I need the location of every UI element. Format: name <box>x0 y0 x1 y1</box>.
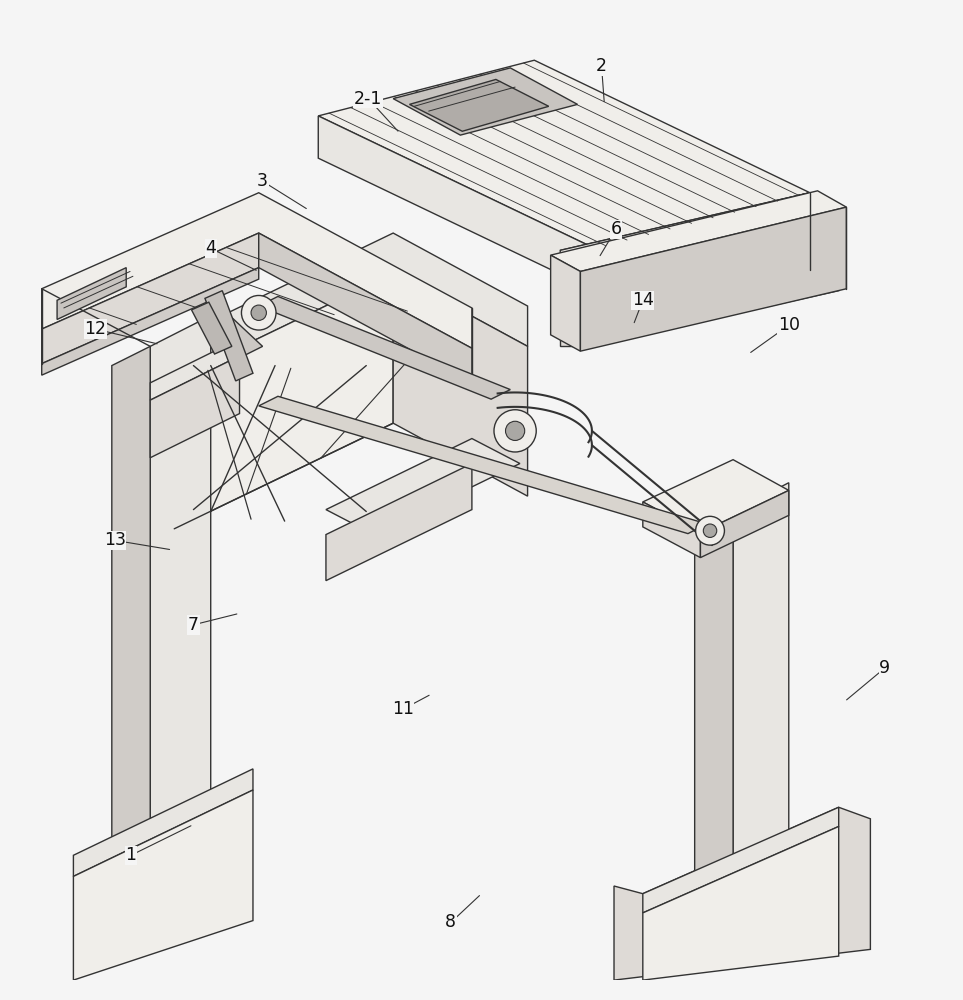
Polygon shape <box>325 464 472 581</box>
Polygon shape <box>643 460 789 533</box>
Polygon shape <box>41 193 472 348</box>
Polygon shape <box>112 346 150 878</box>
Text: 8: 8 <box>445 913 456 931</box>
Polygon shape <box>393 68 578 135</box>
Polygon shape <box>192 302 232 354</box>
Polygon shape <box>325 439 520 535</box>
Polygon shape <box>393 273 528 496</box>
Polygon shape <box>318 60 810 248</box>
Circle shape <box>251 305 267 320</box>
Polygon shape <box>595 193 810 291</box>
Polygon shape <box>318 116 595 291</box>
Polygon shape <box>213 318 263 356</box>
Circle shape <box>506 421 525 440</box>
Polygon shape <box>73 790 253 980</box>
Polygon shape <box>589 212 839 346</box>
Circle shape <box>242 295 276 330</box>
Polygon shape <box>150 316 211 859</box>
Polygon shape <box>733 483 789 886</box>
Text: 12: 12 <box>85 320 107 338</box>
Polygon shape <box>560 193 839 268</box>
Polygon shape <box>551 191 846 271</box>
Text: 11: 11 <box>392 700 414 718</box>
Text: 14: 14 <box>632 291 654 309</box>
Polygon shape <box>560 193 839 283</box>
Polygon shape <box>57 268 126 319</box>
Text: 2: 2 <box>596 57 607 75</box>
Polygon shape <box>259 233 472 383</box>
Polygon shape <box>259 396 707 534</box>
Polygon shape <box>643 807 839 913</box>
Polygon shape <box>41 233 259 364</box>
Polygon shape <box>700 490 789 558</box>
Polygon shape <box>643 502 700 558</box>
Polygon shape <box>205 291 253 381</box>
Polygon shape <box>150 339 240 400</box>
Polygon shape <box>174 233 528 379</box>
Polygon shape <box>614 807 871 980</box>
Polygon shape <box>643 826 839 980</box>
Circle shape <box>703 524 716 537</box>
Circle shape <box>494 410 536 452</box>
Text: 3: 3 <box>257 172 268 190</box>
Text: 7: 7 <box>188 616 199 634</box>
Text: 9: 9 <box>879 659 891 677</box>
Text: 10: 10 <box>778 316 799 334</box>
Polygon shape <box>73 769 253 876</box>
Polygon shape <box>581 207 846 351</box>
Polygon shape <box>694 512 733 905</box>
Polygon shape <box>560 268 589 346</box>
Polygon shape <box>551 255 581 351</box>
Text: 13: 13 <box>104 531 126 549</box>
Text: 6: 6 <box>611 220 621 238</box>
Text: 1: 1 <box>125 846 137 864</box>
Text: 4: 4 <box>205 239 216 257</box>
Polygon shape <box>259 296 510 399</box>
Polygon shape <box>150 356 240 458</box>
Polygon shape <box>409 79 549 131</box>
Text: 2-1: 2-1 <box>354 90 382 108</box>
Polygon shape <box>41 268 259 375</box>
Polygon shape <box>174 273 393 529</box>
Circle shape <box>695 516 724 545</box>
